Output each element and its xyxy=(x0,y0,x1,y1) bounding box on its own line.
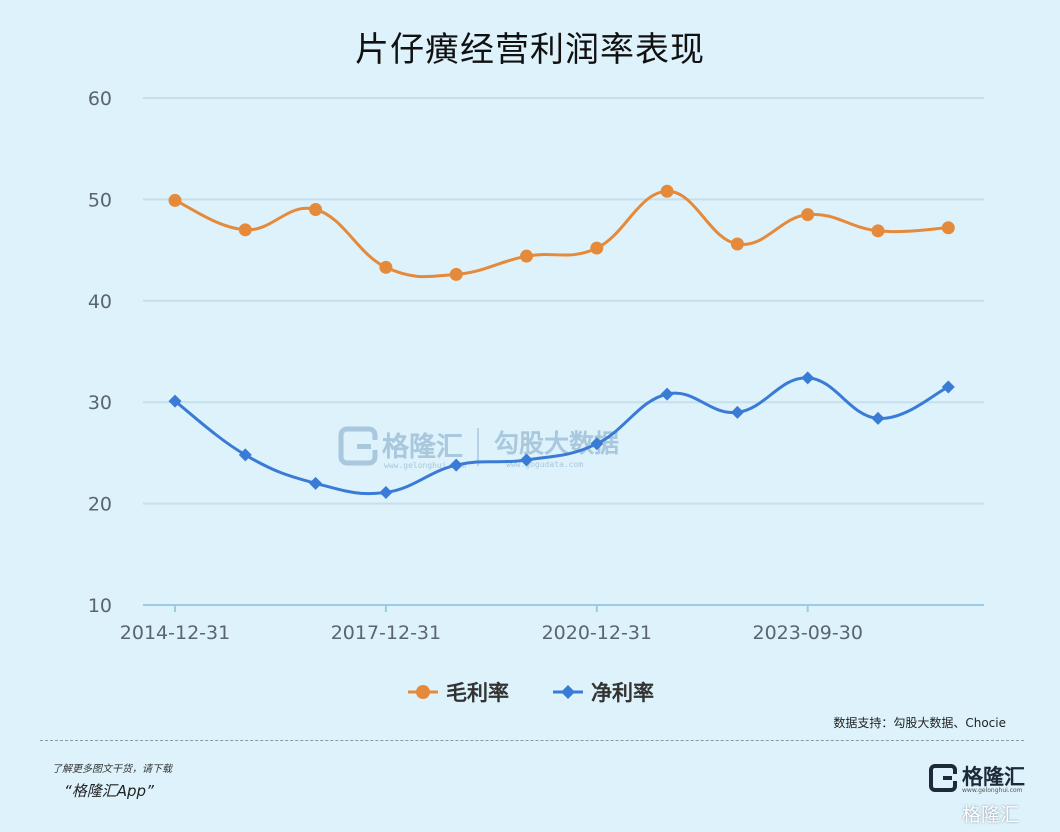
data-point-net-margin xyxy=(309,476,323,490)
data-point-net-margin xyxy=(379,485,393,499)
series-markers xyxy=(168,184,955,499)
y-tick-label: 20 xyxy=(88,494,112,516)
footer-logo: 格隆汇 www.gelonghui.com xyxy=(928,760,1028,796)
series-line-1 xyxy=(173,376,950,496)
data-point-gross-margin xyxy=(801,208,815,222)
data-point-gross-margin xyxy=(660,184,674,198)
x-tick-label: 2014-12-31 xyxy=(120,622,230,644)
y-tick-label: 50 xyxy=(88,189,112,211)
data-point-net-margin xyxy=(941,380,955,394)
data-point-gross-margin xyxy=(871,224,885,238)
data-point-net-margin xyxy=(871,411,885,425)
data-point-gross-margin xyxy=(168,193,182,207)
footer-download-prompt: 了解更多图文干货，请下载 xyxy=(52,764,172,775)
data-point-net-margin xyxy=(238,448,252,462)
data-point-gross-margin xyxy=(379,260,393,274)
grid-lines xyxy=(143,97,984,505)
x-tick-label: 2023-09-30 xyxy=(752,622,862,644)
watermark-brand-name: 格隆汇 xyxy=(382,432,463,463)
chart-title: 片仔癀经营利润率表现 xyxy=(355,30,705,70)
legend-marker-circle xyxy=(416,685,430,699)
legend-item-1: 净利率 xyxy=(553,681,654,705)
footer-logo-domain: www.gelonghui.com xyxy=(962,787,1023,794)
legend-label: 毛利率 xyxy=(446,681,509,705)
data-point-gross-margin xyxy=(941,221,955,235)
corner-watermark: 格隆汇 xyxy=(962,804,1020,826)
data-point-net-margin xyxy=(730,405,744,419)
footer-divider xyxy=(40,740,1024,741)
data-point-gross-margin xyxy=(238,223,252,237)
footer-logo-name: 格隆汇 xyxy=(962,765,1025,789)
legend: 毛利率 净利率 xyxy=(408,681,654,705)
axes: 10 20 30 40 50 60 2014-12-31 2017-12-31 2020-12-… xyxy=(88,88,984,644)
y-tick-label: 10 xyxy=(88,595,112,617)
legend-marker-diamond xyxy=(561,685,575,699)
y-tick-label: 60 xyxy=(88,88,112,110)
footer-logo-icon xyxy=(929,764,957,792)
watermark-brand-domain: www.gelonghui.com xyxy=(384,461,466,470)
data-point-net-margin xyxy=(590,437,604,451)
data-point-net-margin xyxy=(660,387,674,401)
watermark-partner-domain: www.gogudata.com xyxy=(506,460,583,469)
y-tick-label: 30 xyxy=(88,392,112,414)
y-tick-label: 40 xyxy=(88,291,112,313)
data-point-net-margin xyxy=(801,371,815,385)
footer-app-name: “格隆汇App” xyxy=(64,782,154,800)
data-point-gross-margin xyxy=(520,249,533,263)
data-point-gross-margin xyxy=(309,203,323,217)
data-point-gross-margin xyxy=(730,237,744,251)
center-watermark: 格隆汇 www.gelonghui.com 勾股大数据 www.gogudata… xyxy=(338,426,619,470)
data-point-net-margin xyxy=(449,458,463,472)
data-point-gross-margin xyxy=(590,241,604,255)
data-point-net-margin xyxy=(168,394,182,408)
source-note: 数据支持：勾股大数据、Chocie xyxy=(833,716,1006,730)
x-tick-label: 2020-12-31 xyxy=(542,622,652,644)
data-point-net-margin xyxy=(520,453,533,467)
legend-label: 净利率 xyxy=(591,681,654,705)
legend-item-0: 毛利率 xyxy=(408,681,509,705)
data-point-gross-margin xyxy=(449,267,463,281)
brand-logo-icon xyxy=(338,426,379,466)
x-tick-label: 2017-12-31 xyxy=(331,622,441,644)
series-line-0 xyxy=(173,189,950,279)
line-chart: 10 20 30 40 50 60 2014-12-31 2017-12-31 2020-12-… xyxy=(88,88,984,705)
